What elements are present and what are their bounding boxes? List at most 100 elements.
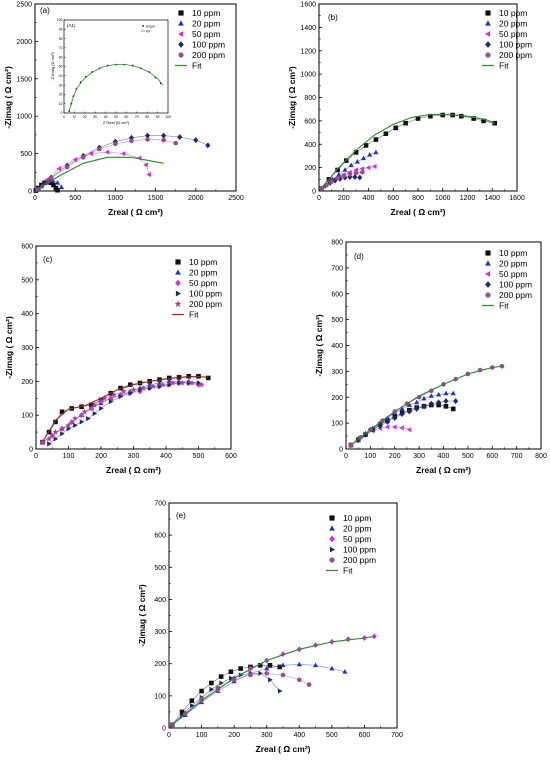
legend-entry: Fit <box>189 310 199 320</box>
data-point <box>296 677 302 683</box>
data-point <box>195 381 202 388</box>
data-point <box>145 137 150 142</box>
y-tick-label: 500 <box>331 317 343 324</box>
data-point <box>335 167 340 173</box>
data-point <box>377 422 383 429</box>
y-tick-label: 200 <box>304 165 316 172</box>
data-point <box>166 375 172 381</box>
x-tick-label: 1000 <box>108 195 124 202</box>
data-point <box>58 425 66 432</box>
data-point <box>406 402 412 407</box>
inset-x-tick-label: 20 <box>83 115 87 119</box>
data-point <box>56 166 61 172</box>
data-point <box>391 424 397 430</box>
panel-c: 0 100 200 300 400 500 600 0 100 200 300 400 500 600 Zr… <box>4 244 237 476</box>
data-point <box>45 435 53 442</box>
y-axis-label: -Zimag ( Ω cm²) <box>137 584 147 647</box>
data-point <box>268 677 273 683</box>
data-point <box>128 390 134 396</box>
legend-entry: 100 ppm <box>343 545 376 555</box>
y-tick-label: 100 <box>154 693 166 700</box>
data-point <box>393 125 399 131</box>
data-point <box>186 373 192 379</box>
data-point <box>79 419 85 425</box>
inset-legend-marker <box>142 25 144 27</box>
y-tick-label: 400 <box>21 311 33 318</box>
data-point <box>228 669 234 675</box>
legend-marker <box>175 259 181 265</box>
legend-marker <box>484 31 491 37</box>
x-tick-label: 2000 <box>188 195 204 202</box>
data-point <box>60 431 65 437</box>
data-point <box>209 686 215 692</box>
x-axis-label: Zreal ( Ω cm²) <box>391 207 446 217</box>
y-tick-label: 700 <box>154 501 166 508</box>
data-point <box>145 132 151 139</box>
data-point <box>471 116 476 121</box>
inset-frame <box>63 19 169 114</box>
data-point <box>406 408 412 415</box>
y-axis-label: -Zimag ( Ω cm²) <box>314 314 324 377</box>
legend-entry: 10 ppm <box>343 513 371 523</box>
y-tick-label: 300 <box>21 345 33 352</box>
y-tick-label: 1000 <box>300 72 316 79</box>
data-point <box>329 179 334 184</box>
y-tick-label: 1400 <box>300 25 316 32</box>
x-tick-label: 200 <box>228 732 240 739</box>
data-point <box>72 157 78 163</box>
x-tick-label: 1600 <box>509 195 525 202</box>
legend-entry: Fit <box>499 61 509 71</box>
legend-entry: 10 ppm <box>499 8 527 18</box>
data-point <box>367 152 373 157</box>
data-point <box>347 171 353 177</box>
legend-entry: 50 ppm <box>499 269 527 279</box>
series-connector <box>172 665 280 725</box>
x-tick-label: 500 <box>193 453 205 460</box>
y-tick-label: 300 <box>331 369 343 376</box>
fit-line <box>171 635 375 726</box>
data-point <box>229 675 234 681</box>
x-tick-label: 300 <box>261 732 273 739</box>
y-tick-label: 500 <box>154 565 166 572</box>
data-point <box>329 665 335 671</box>
x-tick-label: 2500 <box>228 195 244 202</box>
legend-entry: 20 ppm <box>189 268 217 278</box>
data-point <box>193 137 199 144</box>
series-connector <box>350 400 456 446</box>
y-tick-label: 100 <box>331 421 343 428</box>
inset-x-tick-label: 70 <box>135 115 139 119</box>
data-point <box>66 426 72 432</box>
x-tick-label: 0 <box>33 195 37 202</box>
data-point <box>108 399 114 405</box>
inset-y-tick-label: 60 <box>59 55 63 59</box>
panel-b: 0 200 400 600 800 1000 1200 1400 1600 0 200 400 600 8… <box>287 2 532 218</box>
inset-y-tick-label: 100 <box>57 18 63 22</box>
inset-x-label: Z Real (Ω cm²) <box>103 120 130 125</box>
data-point <box>277 688 283 694</box>
x-tick-label: 0 <box>167 732 171 739</box>
legend-marker <box>485 41 491 48</box>
data-point <box>459 113 464 119</box>
x-tick-label: 500 <box>462 453 474 460</box>
data-point <box>92 410 98 417</box>
inset-legend-entry: Fit <box>146 29 150 33</box>
y-tick-label: 1600 <box>300 2 316 9</box>
x-tick-label: 200 <box>389 453 401 460</box>
series-connector <box>37 135 209 190</box>
data-point <box>161 132 167 139</box>
data-point <box>55 187 60 193</box>
y-tick-label: 0 <box>28 189 32 196</box>
x-tick-label: 400 <box>160 453 172 460</box>
legend-entry: 50 ppm <box>189 278 217 288</box>
inset-y-tick-label: 90 <box>59 28 63 32</box>
inset-y-tick-label: 10 <box>59 102 63 106</box>
data-point <box>406 427 412 433</box>
x-axis-label: Zreal ( Ω cm²) <box>106 465 161 475</box>
data-point <box>359 166 365 172</box>
data-point <box>80 155 86 160</box>
legend-marker <box>177 31 184 37</box>
